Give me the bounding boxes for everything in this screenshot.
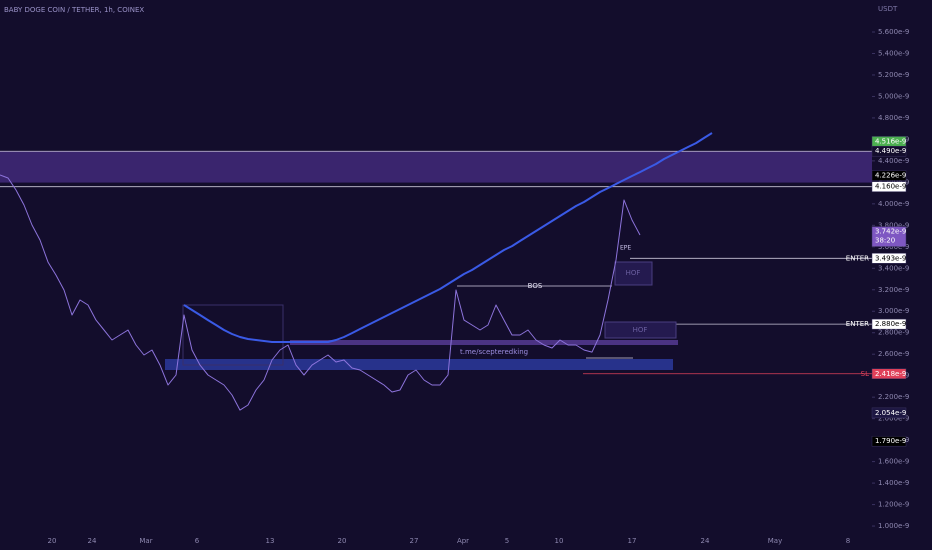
x-tick-label: May — [768, 537, 782, 545]
x-tick-label: 6 — [195, 537, 200, 545]
price-tag-label: 1.790e-9 — [875, 437, 906, 445]
price-line — [0, 174, 641, 411]
y-tick-label: 3.400e-9 — [878, 264, 909, 272]
blue-zone — [165, 359, 673, 370]
price-tag — [871, 435, 907, 447]
x-tick-label: 13 — [266, 537, 275, 545]
x-tick-label: 20 — [48, 537, 57, 545]
y-tick-label: 2.600e-9 — [878, 350, 909, 358]
y-tick-label: 5.000e-9 — [878, 92, 909, 100]
countdown: 38:20 — [875, 237, 895, 245]
y-tick-label: 2.800e-9 — [878, 329, 909, 337]
annotation: HOF — [633, 326, 648, 334]
y-tick-label: 1.400e-9 — [878, 479, 909, 487]
x-tick-label: 24 — [88, 537, 97, 545]
x-tick-label: 5 — [505, 537, 509, 545]
level-name: SL — [861, 370, 869, 378]
price-tag — [871, 170, 907, 181]
currency: USDT — [878, 5, 898, 13]
ma-line — [183, 132, 713, 343]
y-tick-label: 3.000e-9 — [878, 307, 909, 315]
x-tick-label: Mar — [139, 537, 152, 545]
hof-box — [614, 261, 653, 286]
x-axis-strip — [0, 532, 932, 550]
x-tick-label: 20 — [338, 537, 347, 545]
price-tag — [871, 145, 907, 157]
supply-zone — [0, 151, 872, 183]
price-tag — [871, 318, 907, 330]
level-name: ENTER — [846, 320, 869, 328]
y-tick-label: 4.400e-9 — [878, 157, 909, 165]
price-tag — [871, 226, 907, 247]
price-tag — [871, 407, 907, 419]
price-tag — [871, 368, 907, 380]
y-tick-label: 2.000e-9 — [878, 415, 909, 423]
y-tick-label: 3.800e-9 — [878, 221, 909, 229]
annotation: t.me/scepteredking — [460, 348, 528, 356]
price-tag-label: 4.226e-9 — [875, 172, 906, 180]
price-tag-label: 3.742e-9 — [875, 228, 906, 236]
price-tag — [871, 253, 907, 264]
y-tick-label: 3.200e-9 — [878, 286, 909, 294]
x-tick-label: 27 — [410, 537, 419, 545]
thin-zone — [290, 340, 678, 345]
level-name: ENTER — [846, 254, 869, 262]
x-tick-label: 10 — [555, 537, 564, 545]
annotation: HOF — [626, 269, 641, 277]
price-tag-label: 2.418e-9 — [875, 370, 906, 378]
y-tick-label: 3.600e-9 — [878, 243, 909, 251]
price-tag — [871, 181, 907, 192]
chart-title: BABY DOGE COIN / TETHER, 1h, COINEX — [4, 6, 144, 14]
y-tick-label: 1.600e-9 — [878, 458, 909, 466]
y-tick-label: 2.200e-9 — [878, 393, 909, 401]
x-tick-label: Apr — [457, 537, 469, 545]
y-tick-label: 4.800e-9 — [878, 114, 909, 122]
price-tag-label: 4.490e-9 — [875, 147, 906, 155]
annotation: BOS — [528, 282, 543, 290]
price-tag-label: 4.516e-9 — [875, 137, 906, 145]
hof-box — [604, 321, 677, 339]
annotation: EPE — [620, 245, 631, 252]
y-tick-label: 5.600e-9 — [878, 28, 909, 36]
y-tick-label: 5.200e-9 — [878, 71, 909, 79]
price-tag-label: 4.160e-9 — [875, 183, 906, 191]
price-tag-label: 3.493e-9 — [875, 254, 906, 262]
x-tick-label: 8 — [846, 537, 850, 545]
x-tick-label: 17 — [628, 537, 637, 545]
price-tag-label: 2.054e-9 — [875, 409, 906, 417]
y-tick-label: 5.400e-9 — [878, 49, 909, 57]
y-tick-label: 1.200e-9 — [878, 501, 909, 509]
x-tick-label: 24 — [701, 537, 710, 545]
y-tick-label: 1.000e-9 — [878, 522, 909, 530]
box — [182, 304, 284, 366]
y-tick-label: 4.000e-9 — [878, 200, 909, 208]
price-tag-label: 2.880e-9 — [875, 320, 906, 328]
